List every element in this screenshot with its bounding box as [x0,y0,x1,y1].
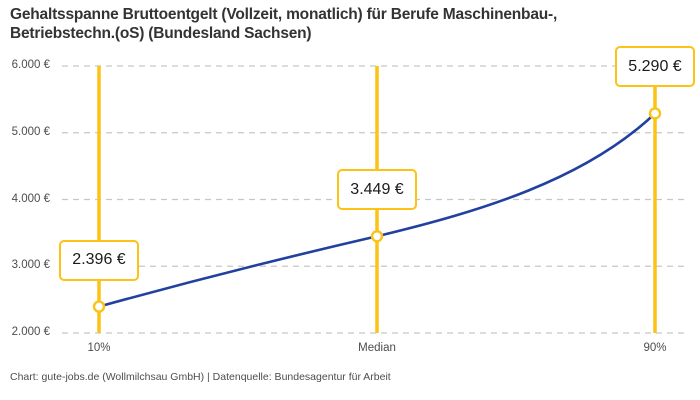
x-axis-tick-label: Median [358,342,396,354]
chart-title-line1: Gehaltsspanne Bruttoentgelt (Vollzeit, m… [10,6,558,23]
value-annotation-box: 5.290 € [615,46,695,88]
y-axis-tick-label: 5.000 € [11,125,50,138]
y-axis-tick-label: 3.000 € [11,259,50,272]
x-axis-tick-label: 90% [643,342,667,354]
value-annotation-box: 2.396 € [59,239,139,281]
footer-attribution: Chart: gute-jobs.de (Wollmilchsau GmbH) … [10,371,391,383]
y-axis-tick-label: 2.000 € [11,326,50,338]
chart-title-line2: Betriebstechn.(oS) (Bundesland Sachsen) [10,25,312,42]
value-annotation-box: 3.449 € [337,169,417,211]
data-point-marker [370,230,384,243]
chart-title: Gehaltsspanne Bruttoentgelt (Vollzeit, m… [10,5,557,43]
data-point-marker [92,300,106,313]
x-axis-tick-label: 10% [87,342,111,354]
data-point-marker [648,107,662,120]
y-axis-tick-label: 4.000 € [11,192,50,205]
y-axis-tick-label: 6.000 € [11,59,50,71]
